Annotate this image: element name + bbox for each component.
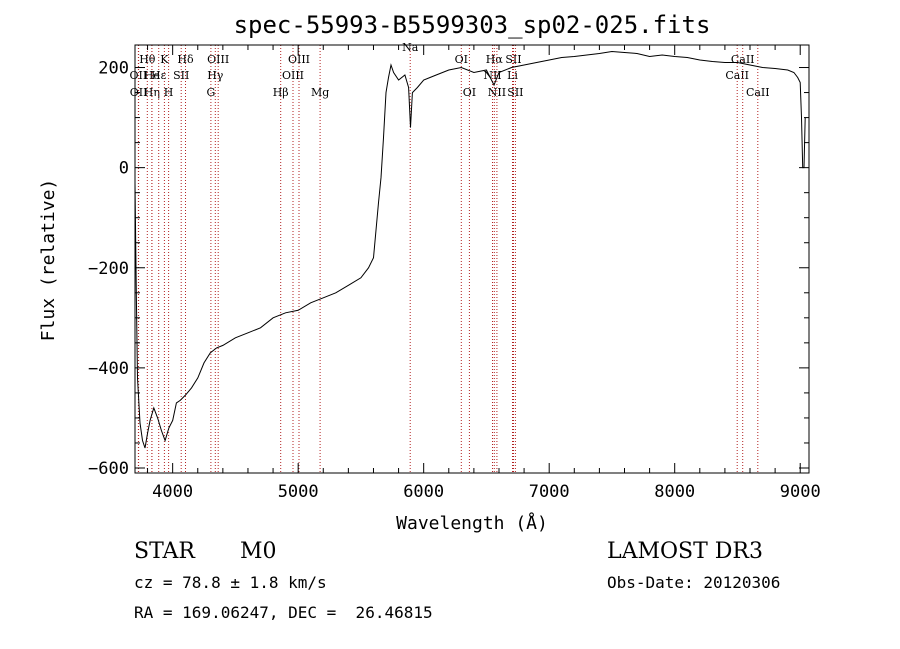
marker-label: Hθ <box>139 53 156 66</box>
marker-label: SII <box>507 86 523 99</box>
x-tick-label: 8000 <box>654 482 695 502</box>
marker-label: Hε <box>151 69 167 82</box>
object-subclass: M0 <box>240 539 277 564</box>
marker-label: OI <box>463 86 476 99</box>
marker-label: Li <box>507 69 518 82</box>
y-tick-label: 200 <box>98 59 129 79</box>
spectrum-line <box>134 50 806 449</box>
y-tick-label: −400 <box>88 359 129 379</box>
chart-title: spec-55993-B5599303_sp02-025.fits <box>234 11 711 39</box>
plot-frame <box>134 44 810 474</box>
y-tick-label: −200 <box>88 259 129 279</box>
y-tick-label: −600 <box>88 459 129 479</box>
marker-label: SII <box>173 69 189 82</box>
marker-label: NII <box>483 69 501 82</box>
survey-name: LAMOST DR3 <box>607 539 763 564</box>
marker-label: K <box>160 53 169 66</box>
y-tick-label: 0 <box>119 159 129 179</box>
marker-label: OIII <box>282 69 304 82</box>
x-tick-label: 6000 <box>403 482 444 502</box>
marker-label: H <box>164 86 174 99</box>
marker-label: CaII <box>725 69 749 82</box>
y-axis-label: Flux (relative) <box>38 179 59 342</box>
obs-date: Obs-Date: 20120306 <box>607 573 781 592</box>
marker-label: CaII <box>746 86 770 99</box>
marker-label: OIII <box>288 53 310 66</box>
x-axis-label: Wavelength (Å) <box>396 512 548 534</box>
marker-label: Hγ <box>207 69 224 82</box>
x-tick-label: 9000 <box>780 482 821 502</box>
x-tick-label: 7000 <box>529 482 570 502</box>
x-tick-label: 5000 <box>278 482 319 502</box>
marker-label: OI <box>455 53 468 66</box>
marker-label: CaII <box>731 53 755 66</box>
axis-ticks: 4000 5000 6000 7000 8000 9000 −600 −400 −200 0 200 <box>88 45 821 502</box>
marker-label: NII <box>488 86 506 99</box>
marker-label: Hδ <box>177 53 194 66</box>
marker-label: Mg <box>311 86 329 99</box>
marker-label: Hβ <box>273 86 289 99</box>
marker-label: G <box>207 86 216 99</box>
redshift-info: cz = 78.8 ± 1.8 km/s <box>134 573 327 592</box>
marker-label: Na <box>402 41 419 54</box>
x-tick-label: 4000 <box>152 482 193 502</box>
marker-label: Hη <box>144 86 160 99</box>
marker-label: Hα <box>486 53 504 66</box>
marker-label: OIII <box>207 53 229 66</box>
marker-label: SII <box>505 53 521 66</box>
coordinates: RA = 169.06247, DEC = 26.46815 <box>134 603 433 622</box>
object-class: STAR <box>134 539 195 564</box>
